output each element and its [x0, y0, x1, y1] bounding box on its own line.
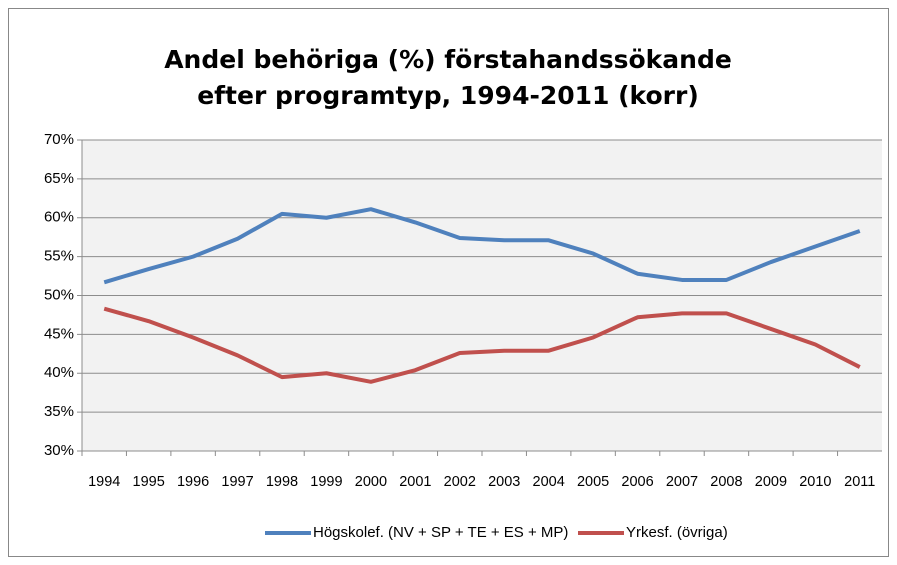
- y-tick-label: 55%: [44, 248, 74, 265]
- x-tick-label: 1998: [266, 474, 298, 490]
- y-tick-label: 30%: [44, 442, 74, 459]
- x-tick-label: 2003: [488, 474, 520, 490]
- x-tick-label: 2002: [444, 474, 476, 490]
- y-tick-label: 70%: [44, 131, 74, 148]
- x-tick-label: 2011: [844, 474, 875, 490]
- x-tick-label: 2004: [533, 474, 565, 490]
- x-tick-label: 2007: [666, 474, 698, 490]
- y-tick-label: 45%: [44, 325, 74, 342]
- x-tick-label: 1996: [177, 474, 209, 490]
- x-tick-label: 2000: [355, 474, 387, 490]
- legend-label: Högskolef. (NV + SP + TE + ES + MP): [313, 524, 568, 541]
- y-tick-label: 60%: [44, 209, 74, 226]
- x-tick-label: 2008: [710, 474, 742, 490]
- y-tick-label: 35%: [44, 403, 74, 420]
- x-tick-label: 1995: [133, 474, 165, 490]
- chart-title: Andel behöriga (%) förstahandssökande ef…: [164, 45, 732, 110]
- x-tick-label: 2001: [399, 474, 431, 490]
- x-tick-label: 2009: [755, 474, 787, 490]
- x-tick-label: 1994: [88, 474, 120, 490]
- x-tick-label: 1999: [310, 474, 342, 490]
- x-tick-label: 2010: [799, 474, 831, 490]
- y-tick-label: 50%: [44, 286, 74, 303]
- series-line: [103, 306, 861, 384]
- series-line: [103, 207, 861, 285]
- x-tick-label: 2005: [577, 474, 609, 490]
- x-tick-label: 1997: [221, 474, 253, 490]
- legend-label: Yrkesf. (övriga): [626, 524, 728, 541]
- y-tick-label: 65%: [44, 170, 74, 187]
- x-tick-label: 2006: [621, 474, 653, 490]
- y-tick-label: 40%: [44, 364, 74, 381]
